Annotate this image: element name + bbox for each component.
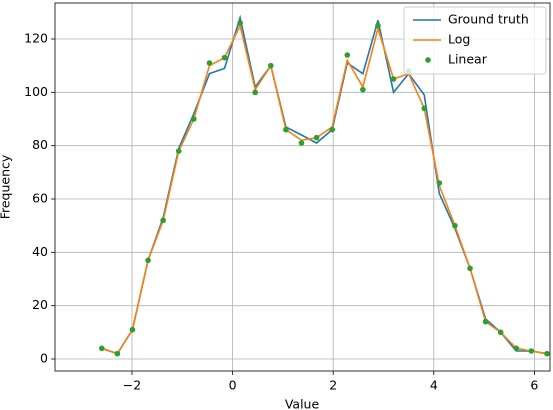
legend-label: Ground truth (448, 12, 529, 27)
data-point (145, 257, 151, 264)
y-tick-label: 100 (24, 84, 48, 99)
plot-frame (54, 2, 551, 372)
x-tick-label: 4 (430, 378, 438, 393)
data-point (390, 76, 397, 82)
data-point (421, 105, 428, 112)
x-axis-label: Value (285, 397, 320, 410)
y-tick-label: 80 (32, 137, 48, 152)
legend-label: Linear (448, 52, 488, 67)
data-point (544, 350, 550, 357)
data-point (237, 20, 243, 26)
data-point (497, 329, 504, 336)
y-tick-label: 60 (32, 191, 48, 206)
data-point (175, 148, 182, 154)
data-point (160, 217, 166, 224)
data-line (101, 23, 548, 355)
y-tick-label: 0 (40, 351, 48, 366)
data-point (268, 62, 274, 69)
x-tick-label: −2 (123, 378, 141, 393)
data-point (298, 140, 305, 146)
data-point (252, 89, 259, 96)
data-point (467, 265, 473, 272)
data-point (283, 126, 289, 133)
data-point (375, 22, 381, 29)
legend: Ground truth Log Linear (403, 6, 547, 75)
y-axis-label: Frequency (0, 154, 13, 219)
data-point (513, 345, 520, 352)
data-point (206, 60, 213, 66)
legend-marker (425, 57, 431, 63)
legend-label: Log (448, 32, 470, 47)
data-point (329, 126, 335, 133)
data-point (344, 52, 351, 58)
x-tick-label: 6 (530, 378, 538, 393)
y-tick-label: 20 (32, 297, 48, 312)
x-tick-label: 2 (329, 378, 337, 393)
data-point (452, 222, 458, 229)
x-tick-label: 0 (229, 378, 237, 393)
y-tick-label: 40 (32, 244, 48, 259)
data-point (482, 318, 489, 325)
data-point (129, 326, 136, 333)
data-point (360, 86, 366, 93)
data-point (436, 180, 443, 186)
data-point (528, 348, 535, 354)
y-tick-label: 120 (24, 31, 48, 46)
data-point (313, 134, 320, 141)
data-point (114, 350, 121, 357)
data-point (221, 54, 228, 61)
legend-box (403, 6, 547, 75)
data-point (191, 116, 197, 122)
data-point (98, 345, 105, 352)
